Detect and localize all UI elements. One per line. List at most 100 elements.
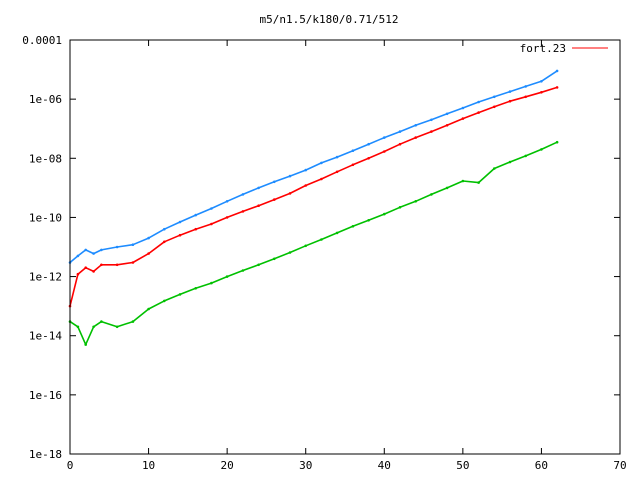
- data-point: [76, 272, 80, 276]
- data-point: [131, 320, 135, 323]
- data-point: [100, 263, 103, 267]
- data-point: [115, 325, 119, 329]
- x-tick-label: 70: [613, 459, 626, 472]
- data-point: [493, 105, 496, 109]
- data-point: [257, 204, 260, 207]
- x-tick-label: 10: [142, 459, 155, 472]
- data-point: [383, 136, 386, 139]
- series-layer: [68, 69, 559, 346]
- data-point: [555, 86, 559, 89]
- data-point: [508, 90, 512, 93]
- data-point: [92, 252, 95, 255]
- data-point: [555, 69, 559, 73]
- data-point: [414, 200, 418, 203]
- data-point: [524, 95, 527, 99]
- data-point: [335, 231, 339, 235]
- data-point: [351, 149, 355, 152]
- data-point: [351, 163, 355, 167]
- data-point: [131, 261, 135, 264]
- data-point: [225, 200, 229, 203]
- data-point: [257, 263, 260, 267]
- data-point: [445, 124, 449, 127]
- data-point: [461, 106, 465, 110]
- data-point: [92, 325, 95, 329]
- y-tick-label: 0.0001: [22, 34, 62, 47]
- data-point: [367, 219, 370, 222]
- data-point: [76, 254, 80, 258]
- data-point: [225, 275, 229, 278]
- data-point: [163, 240, 166, 244]
- data-point: [335, 155, 339, 159]
- data-point: [131, 243, 135, 246]
- data-point: [430, 193, 433, 196]
- data-point: [335, 170, 339, 174]
- data-point: [273, 257, 276, 261]
- data-point: [524, 154, 527, 158]
- data-point: [178, 233, 182, 237]
- data-point: [100, 320, 103, 323]
- x-tick-label: 60: [535, 459, 548, 472]
- y-tick-label: 1e-14: [29, 330, 62, 343]
- data-point: [430, 118, 433, 122]
- data-point: [493, 95, 496, 99]
- data-point: [540, 80, 543, 83]
- data-point: [461, 179, 465, 183]
- data-point: [477, 181, 480, 184]
- data-point: [414, 124, 418, 127]
- data-point: [147, 252, 150, 255]
- data-point: [320, 161, 323, 165]
- data-point: [351, 225, 355, 228]
- data-point: [210, 222, 213, 226]
- data-point: [398, 206, 402, 209]
- data-point: [194, 213, 197, 217]
- data-point: [163, 299, 166, 303]
- data-point: [304, 184, 308, 187]
- data-point: [241, 269, 245, 272]
- data-point: [477, 100, 480, 104]
- y-tick-label: 1e-08: [29, 152, 62, 165]
- data-point: [430, 130, 433, 133]
- data-point: [445, 112, 449, 116]
- data-point: [540, 148, 543, 151]
- legend: fort.23: [520, 42, 608, 55]
- data-point: [115, 263, 119, 267]
- data-point: [241, 210, 245, 213]
- y-tick-label: 1e-12: [29, 271, 62, 284]
- data-point: [225, 216, 229, 219]
- y-tick-label: 1e-06: [29, 93, 62, 106]
- data-point: [367, 142, 370, 146]
- series-line-0: [69, 86, 558, 307]
- data-point: [508, 160, 512, 164]
- y-tick-label: 1e-18: [29, 448, 62, 461]
- series-line-2: [69, 141, 558, 346]
- data-point: [163, 227, 166, 231]
- x-tick-label: 30: [299, 459, 312, 472]
- data-point: [445, 186, 449, 190]
- data-point: [288, 174, 292, 178]
- data-point: [398, 142, 402, 146]
- series-line-1: [69, 70, 558, 264]
- data-point: [288, 192, 292, 195]
- data-point: [257, 186, 260, 190]
- data-point: [367, 157, 370, 160]
- data-point: [100, 248, 103, 252]
- plot-frame: [69, 39, 621, 455]
- data-point: [383, 212, 386, 216]
- data-point: [304, 168, 308, 172]
- axes-layer: 0 10 20 30 40 50 60 70 1e-18 1e-16 1e-14 1e-12 1e-10…: [22, 34, 626, 472]
- data-point: [147, 307, 150, 311]
- data-point: [540, 91, 543, 94]
- data-point: [241, 193, 245, 196]
- data-point: [477, 111, 480, 114]
- data-point: [398, 130, 402, 133]
- data-point: [304, 244, 308, 248]
- y-tick-label: 1e-16: [29, 389, 62, 402]
- x-tick-label: 0: [67, 459, 74, 472]
- chart-title: m5/n1.5/k180/0.71/512: [259, 13, 398, 26]
- data-point: [92, 270, 95, 273]
- data-point: [320, 177, 323, 181]
- x-tick-label: 50: [456, 459, 469, 472]
- data-point: [194, 227, 197, 231]
- data-point: [147, 236, 150, 240]
